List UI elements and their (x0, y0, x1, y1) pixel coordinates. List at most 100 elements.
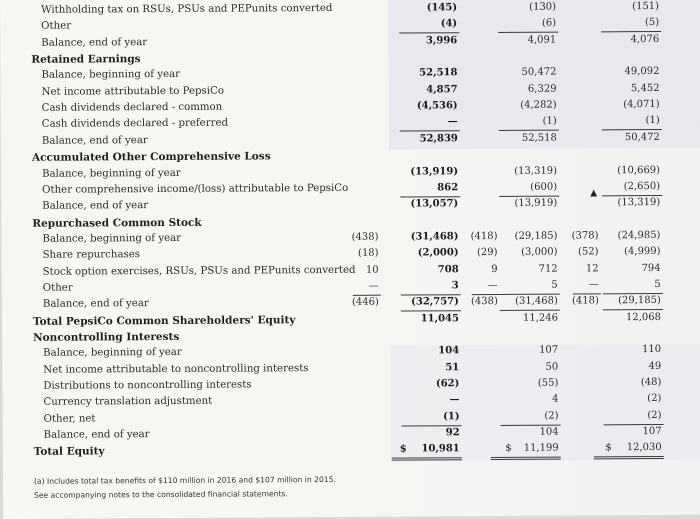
section-heading: Total Equity (33, 445, 105, 459)
amount-2014: 4,076 (630, 33, 660, 45)
amount-2015: (29,185) (514, 230, 558, 242)
amount-2016: (31,468) (410, 231, 459, 243)
row-label: Other (41, 20, 72, 33)
amount-2016: 51 (445, 361, 460, 373)
section-heading: Repurchased Common Stock (32, 216, 202, 230)
double-underline (391, 457, 462, 461)
row-label: Other comprehensive income/(loss) attrib… (42, 182, 349, 196)
amount-2016: 4,857 (426, 83, 458, 96)
amount-2014: (4,999) (624, 246, 661, 258)
row-label: Net income attributable to PepsiCo (41, 85, 224, 98)
amount-2016: 708 (437, 263, 459, 275)
amount-2014: 794 (641, 262, 661, 274)
amount-2015: (13,919) (514, 197, 558, 210)
amount-2015: 50 (545, 361, 559, 373)
amount-2015: 50,472 (521, 66, 557, 79)
row-label: Balance, end of year (42, 298, 149, 311)
underline (471, 293, 500, 295)
row-label: Stock option exercises, RSUs, PSUs and P… (42, 264, 356, 278)
row-label: Distributions to noncontrolling interest… (43, 379, 252, 392)
amount-2016: (13,919) (410, 165, 459, 177)
amount-2016: 3 (451, 280, 459, 292)
amount-2014: 50,472 (624, 131, 660, 143)
amount-2015: 52,518 (521, 132, 557, 144)
amount-2014: (151) (632, 0, 660, 13)
amount-2016: 92 (445, 427, 460, 439)
row-label: Other (42, 282, 73, 294)
amount-2014: (2) (647, 393, 662, 405)
amount-2015: (130) (529, 1, 557, 13)
section-heading: Accumulated Other Comprehensive Loss (31, 150, 271, 164)
row-label: Balance, end of year (41, 134, 148, 147)
shares-2016: 10 (365, 264, 379, 276)
amount-2014: (48) (640, 377, 662, 389)
double-underline (490, 456, 561, 461)
amount-2014: 12,068 (625, 311, 661, 323)
amount-2014: 49,092 (624, 66, 660, 78)
footnote-tax: (a) Includes total tax benefits of $110 … (33, 474, 336, 486)
amount-2015: (31,468) (515, 295, 558, 308)
amount-2014: (2) (647, 409, 662, 421)
amount-2015: 107 (539, 344, 559, 357)
amount-2015: 4,091 (527, 34, 557, 46)
amount-2015: (55) (537, 377, 559, 389)
row-label: Balance, end of year (42, 200, 149, 212)
mouse-cursor-icon: ▲ (590, 188, 598, 199)
row-label: Cash dividends declared - common (41, 101, 223, 114)
section-heading: Total PepsiCo Common Shareholders' Equit… (32, 313, 296, 328)
amount-2016: — (449, 394, 460, 406)
amount-2014: 5,452 (630, 82, 660, 94)
dollar-sign-2014: $ (605, 442, 612, 454)
shares-2016: (446) (351, 296, 379, 309)
amount-2015: (3,000) (521, 246, 558, 259)
amount-2015: 104 (539, 426, 559, 438)
amount-2016: 3,996 (425, 34, 458, 47)
amount-2015: 11,246 (522, 312, 558, 324)
amount-2016: (145) (426, 2, 458, 14)
amount-2014: (24,985) (617, 229, 661, 242)
amount-2016: (4) (440, 18, 458, 30)
row-label: Currency translation adjustment (43, 396, 213, 409)
dollar-sign-2016: $ (399, 443, 407, 456)
amount-2014: (2,650) (623, 180, 661, 193)
row-label: Balance, end of year (43, 429, 150, 441)
amount-2016: — (447, 116, 458, 128)
double-underline (593, 456, 664, 460)
amount-2014: (13,319) (617, 197, 661, 209)
amount-2016: 104 (438, 345, 460, 357)
row-label: Balance, end of year (41, 36, 148, 49)
row-label: Balance, beginning of year (42, 167, 181, 180)
amount-2015: (1) (542, 116, 557, 128)
amount-2015: 4 (552, 393, 559, 406)
row-label: Balance, beginning of year (43, 347, 182, 360)
amount-2016: 11,045 (420, 312, 459, 325)
amount-2014: (5) (644, 17, 660, 29)
amount-2015: (600) (530, 181, 558, 193)
amount-2016: 52,839 (419, 133, 458, 145)
row-label: Cash dividends declared - preferred (41, 118, 229, 131)
row-label: Balance, beginning of year (42, 232, 182, 245)
section-heading: Noncontrolling Interests (33, 330, 180, 344)
amount-2015: 5 (551, 279, 558, 291)
amount-2016: (32,757) (411, 296, 459, 308)
amount-2014: (4,071) (623, 99, 660, 111)
amount-2015: (6) (541, 17, 557, 30)
underline (352, 294, 381, 296)
row-label: Withholding tax on RSUs, PSUs and PEPuni… (41, 2, 333, 16)
amount-2016: 52,518 (419, 67, 458, 79)
amount-2015: 11,199 (523, 443, 559, 455)
amount-2014: 107 (642, 426, 662, 438)
row-label: Balance, beginning of year (41, 69, 181, 82)
shares-2016: (438) (351, 231, 379, 243)
footnote-notes: See accompanying notes to the consolidat… (33, 489, 288, 500)
amount-2016: (13,057) (410, 198, 459, 210)
dollar-sign-2015: $ (505, 443, 512, 455)
shares-2016: — (368, 280, 379, 292)
underline (572, 293, 601, 295)
row-label: Share repurchases (42, 249, 141, 261)
amount-2015: (4,282) (520, 99, 557, 111)
amount-2014: 49 (648, 360, 662, 372)
amount-2015: 712 (538, 263, 558, 275)
amount-2014: (10,669) (617, 164, 661, 176)
